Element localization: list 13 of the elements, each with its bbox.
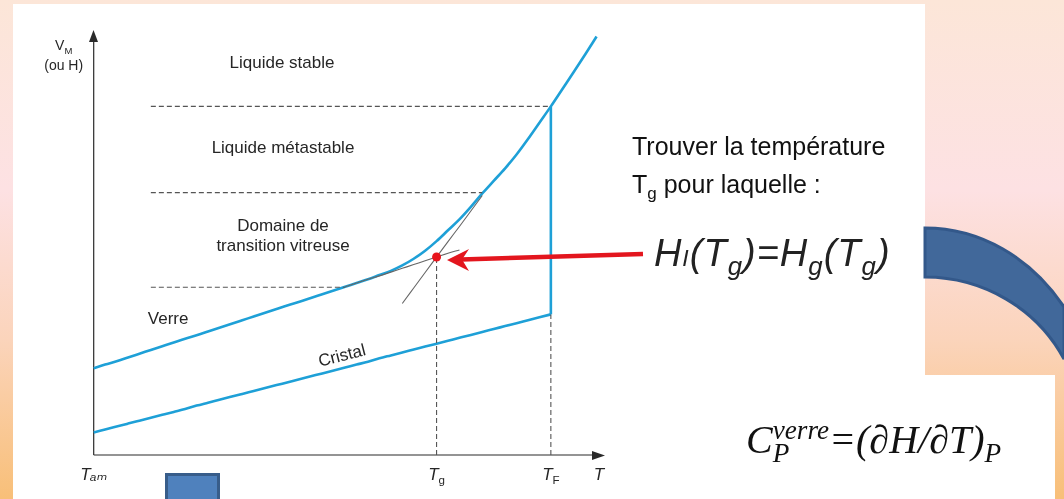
text: Cristal	[316, 340, 369, 373]
annotation: Liquide métastable	[211, 138, 355, 158]
y-axis-title: V$_{M}$ (ou H)	[44, 35, 84, 75]
annotation: Domaine de transition vitreuse	[215, 216, 351, 256]
text: Trouver la température T$_{g}$ pour laquelle :	[632, 131, 887, 203]
x-tick-label: T$_{g}$	[428, 465, 445, 487]
series-label: Verre	[147, 308, 189, 330]
annotation: Liquide stable	[229, 53, 335, 73]
text: Hₗ(T$_{g}$)=H$_{g}$(T$_{g}$)	[654, 232, 891, 280]
x-tick-label: T$_{F}$	[542, 465, 560, 487]
x-tick-label: Tₐₘ	[80, 465, 108, 486]
text: C$_{P}$$^{verre}$=(∂H/∂T)$_{P}$	[746, 414, 1002, 468]
x-axis-title: T	[593, 465, 605, 486]
